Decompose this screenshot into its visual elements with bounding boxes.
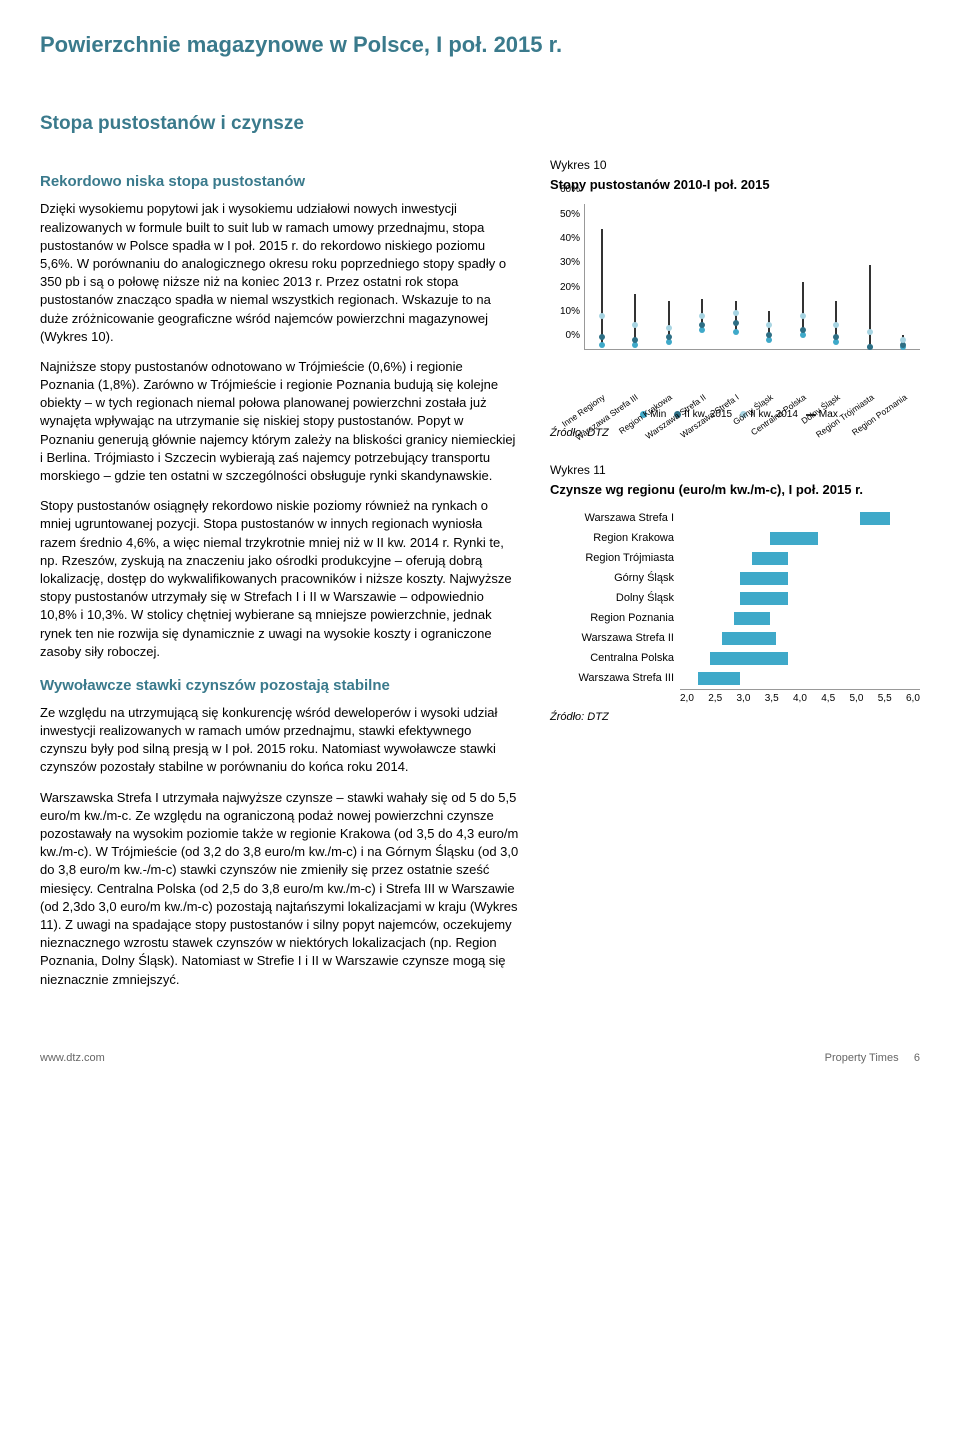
chart11-row: Region Krakowa [550,529,920,549]
chart10-ytick: 10% [550,305,580,319]
chart10-point [800,327,806,333]
chart11-row: Warszawa Strefa II [550,629,920,649]
chart11-row: Region Trójmiasta [550,549,920,569]
paragraph: Najniższe stopy pustostanów odnotowano w… [40,358,520,485]
chart11-bar [752,552,788,565]
chart11-row-label: Górny Śląsk [550,571,680,586]
chart10-point [733,320,739,326]
chart10-ytick: 0% [550,329,580,343]
chart11-xtick: 4,0 [793,692,807,706]
chart10-point [632,322,638,328]
chart11-xtick: 2,0 [680,692,694,706]
chart10-title: Stopy pustostanów 2010-I poł. 2015 [550,176,920,194]
chart11-xtick: 4,5 [821,692,835,706]
charts-column: Wykres 10 Stopy pustostanów 2010-I poł. … [550,157,920,1000]
chart10-point [699,313,705,319]
chart10-label: Wykres 10 [550,157,920,174]
chart11-bar [710,652,788,665]
chart11-bar [734,612,770,625]
chart11-row-label: Region Trójmiasta [550,551,680,566]
chart11-row: Warszawa Strefa III [550,669,920,689]
chart11-rent-bars: Warszawa Strefa I Region Krakowa Region Tr… [550,509,920,706]
chart11-xtick: 3,0 [737,692,751,706]
chart10-point [833,334,839,340]
chart11-label: Wykres 11 [550,462,920,479]
page-footer: www.dtz.com Property Times 6 [40,1051,920,1066]
chart10-point [867,344,873,350]
chart10-ytick: 30% [550,256,580,270]
chart11-axis: 2,0 2,5 3,0 3,5 4,0 4,5 5,0 5,5 6,0 [680,689,920,706]
chart11-row-label: Dolny Śląsk [550,591,680,606]
chart11-xtick: 3,5 [765,692,779,706]
footer-doc-title: Property Times [825,1052,899,1064]
chart10-point [867,329,873,335]
page-title: Powierzchnie magazynowe w Polsce, I poł.… [40,30,920,61]
chart11-row-label: Warszawa Strefa III [550,671,680,686]
chart10-ytick: 40% [550,232,580,246]
chart10-point [699,322,705,328]
chart10-point [666,325,672,331]
chart10-point [632,337,638,343]
chart11-row-label: Region Poznania [550,611,680,626]
chart11-row: Górny Śląsk [550,569,920,589]
chart10-point [733,329,739,335]
chart10-point [666,334,672,340]
chart11-xtick: 2,5 [708,692,722,706]
section-title: Stopa pustostanów i czynsze [40,111,920,138]
chart10-range-bar [601,229,603,345]
chart11-row-label: Centralna Polska [550,651,680,666]
chart11-row-label: Warszawa Strefa I [550,511,680,526]
chart10-ytick: 60% [550,183,580,197]
chart10-ytick: 50% [550,208,580,222]
chart11-row: Warszawa Strefa I [550,509,920,529]
chart10-point [599,313,605,319]
chart11-xtick: 6,0 [906,692,920,706]
chart11-row-label: Region Krakowa [550,531,680,546]
chart11-row: Region Poznania [550,609,920,629]
chart11-xtick: 5,0 [850,692,864,706]
chart11-bar [740,572,788,585]
chart10-point [833,322,839,328]
paragraph: Warszawska Strefa I utrzymała najwyższe … [40,789,520,989]
chart10-point [800,313,806,319]
subhead-2: Wywoławcze stawki czynszów pozostają sta… [40,675,520,696]
chart11-bar [722,632,776,645]
chart11-xtick: 5,5 [878,692,892,706]
chart11-bar [698,672,740,685]
chart10-point [599,334,605,340]
chart11-bar [740,592,788,605]
footer-url: www.dtz.com [40,1051,105,1066]
footer-page-number: 6 [914,1052,920,1064]
chart11-source: Źródło: DTZ [550,710,920,725]
chart11-row-label: Warszawa Strefa II [550,631,680,646]
chart11-row: Dolny Śląsk [550,589,920,609]
chart10-range-bar [735,301,737,332]
chart11-row: Centralna Polska [550,649,920,669]
paragraph: Dzięki wysokiemu popytowi jak i wysokiem… [40,200,520,346]
chart10-point [766,322,772,328]
chart11-bar [860,512,890,525]
chart11-title: Czynsze wg regionu (euro/m kw./m-c), I p… [550,481,920,499]
subhead-1: Rekordowo niska stopa pustostanów [40,171,520,192]
chart10-point [733,310,739,316]
chart10-point [766,332,772,338]
chart10-vacancy-scatter: 0%10%20%30%40%50%60%Inne RegionyWarszawa… [550,204,920,404]
chart11-bar [770,532,818,545]
body-text-column: Rekordowo niska stopa pustostanów Dzięki… [40,157,520,1000]
chart10-point [599,342,605,348]
chart10-point [900,337,906,343]
paragraph: Stopy pustostanów osiągnęły rekordowo ni… [40,497,520,661]
paragraph: Ze względu na utrzymującą się konkurencj… [40,704,520,777]
chart10-ytick: 20% [550,281,580,295]
